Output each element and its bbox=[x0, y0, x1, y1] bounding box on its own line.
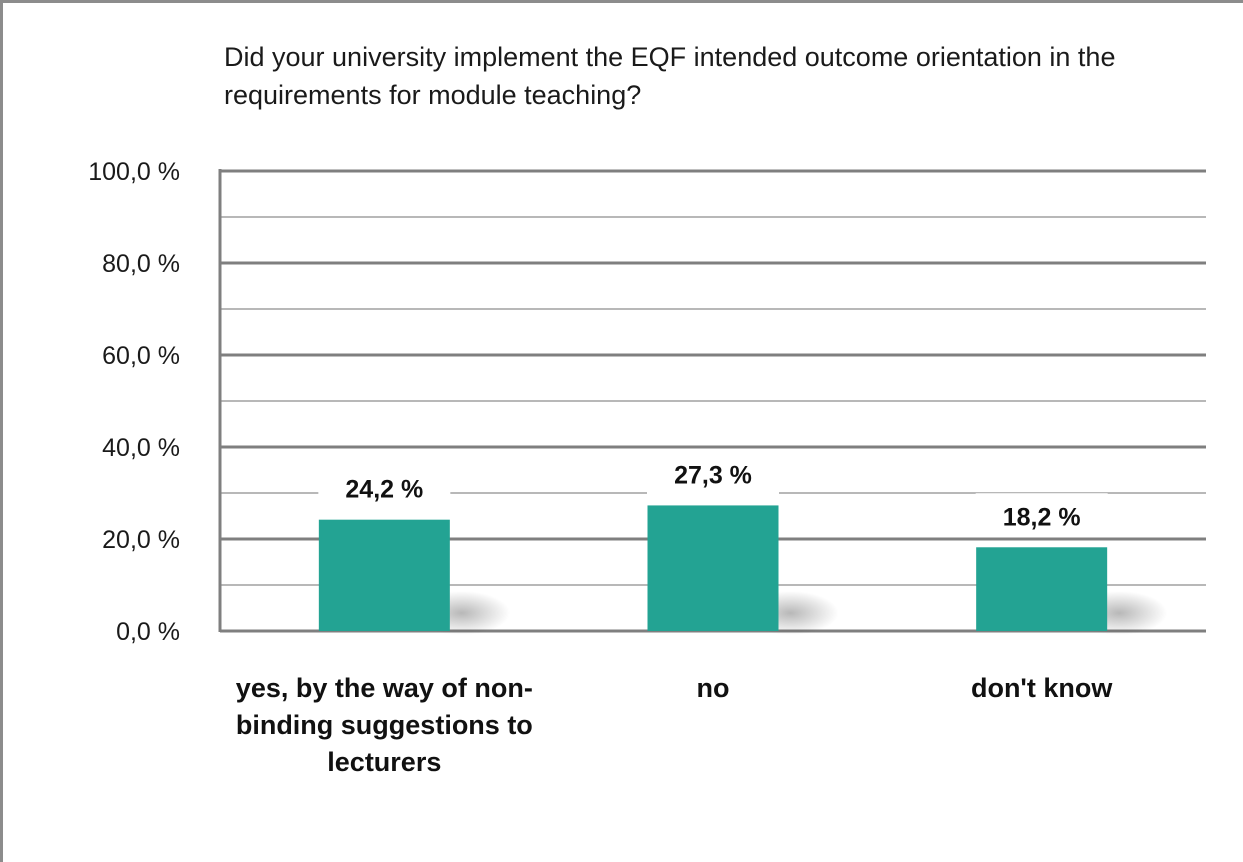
data-label: 18,2 % bbox=[1003, 503, 1081, 531]
y-tick-label: 20,0 % bbox=[102, 526, 180, 554]
x-category-label: don't know bbox=[970, 673, 1113, 703]
x-category-label: no bbox=[696, 673, 730, 703]
bar bbox=[976, 547, 1108, 631]
y-tick-label: 100,0 % bbox=[88, 158, 180, 186]
bar bbox=[318, 519, 450, 631]
y-tick-label: 40,0 % bbox=[102, 434, 180, 462]
data-label: 24,2 % bbox=[345, 476, 423, 504]
chart-title: Did your university implement the EQF in… bbox=[224, 42, 1116, 110]
data-label-background bbox=[318, 465, 451, 510]
bar bbox=[647, 505, 779, 631]
data-label-background bbox=[647, 451, 779, 496]
x-category-label: yes, by the way of non-binding suggestio… bbox=[235, 673, 533, 777]
y-tick-label: 0,0 % bbox=[116, 618, 180, 646]
data-label-background bbox=[975, 493, 1108, 538]
data-label: 27,3 % bbox=[674, 461, 752, 489]
y-tick-label: 60,0 % bbox=[102, 342, 180, 370]
y-tick-label: 80,0 % bbox=[102, 250, 180, 278]
